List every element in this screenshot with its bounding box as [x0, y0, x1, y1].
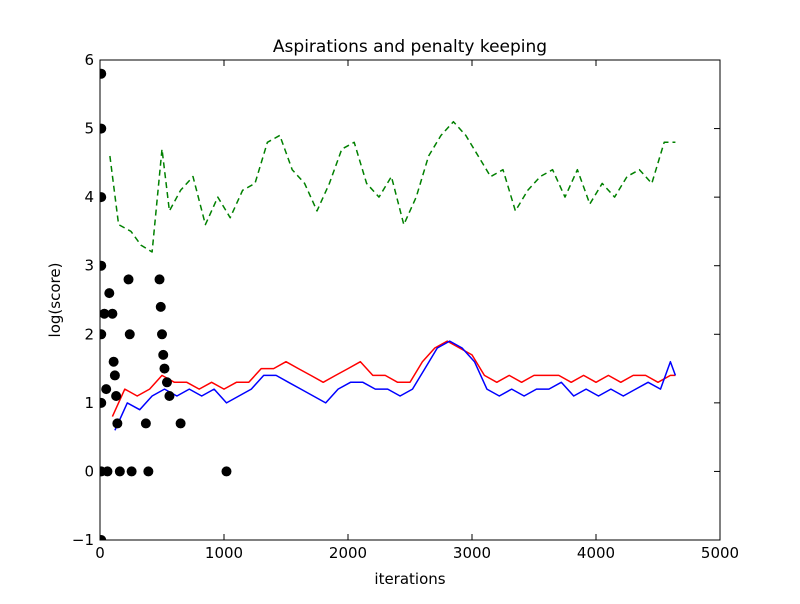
x-tick-label: 3000: [453, 544, 491, 562]
series-line-2: [114, 340, 677, 431]
data-point: [111, 391, 122, 401]
y-tick-label: 0: [84, 462, 94, 480]
data-point: [107, 308, 118, 319]
data-point: [123, 274, 134, 285]
data-point: [104, 288, 115, 299]
data-point: [124, 329, 135, 340]
y-tick-label: 6: [84, 51, 94, 69]
data-point: [108, 356, 119, 367]
y-tick-label: 3: [84, 257, 94, 275]
data-point: [221, 466, 232, 477]
data-point: [159, 363, 170, 374]
series-line-0: [109, 120, 676, 253]
x-tick-label: 5000: [701, 544, 739, 562]
data-point: [100, 68, 107, 79]
plot-frame: [99, 59, 721, 541]
y-tick-label: −1: [72, 531, 94, 549]
y-tick-label: 4: [84, 188, 94, 206]
x-tick-label: 4000: [577, 544, 615, 562]
data-point: [101, 384, 112, 395]
data-point: [143, 466, 154, 477]
y-axis-label: log(score): [46, 263, 64, 338]
data-point: [154, 274, 165, 285]
chart-title: Aspirations and penalty keeping: [273, 37, 547, 57]
y-tick-label: 2: [84, 325, 94, 343]
data-point: [175, 418, 186, 429]
data-point: [161, 377, 172, 388]
series-layer: [100, 68, 677, 540]
x-axis-label: iterations: [374, 570, 445, 588]
series-line-1: [111, 340, 676, 417]
x-tick-label: 2000: [329, 544, 367, 562]
y-tick-label: 5: [84, 120, 94, 138]
data-point: [140, 418, 151, 429]
data-point: [109, 370, 120, 381]
data-point: [155, 301, 166, 312]
data-point: [157, 329, 167, 340]
data-point: [112, 418, 123, 429]
data-point: [158, 349, 169, 360]
y-tick-label: 1: [84, 394, 94, 412]
data-point: [164, 391, 175, 401]
x-tick-label: 0: [95, 544, 105, 562]
data-point: [100, 535, 107, 540]
data-point: [126, 466, 137, 477]
data-point: [114, 466, 125, 477]
plot-area-background: [100, 60, 720, 540]
x-tick-label: 1000: [205, 544, 243, 562]
